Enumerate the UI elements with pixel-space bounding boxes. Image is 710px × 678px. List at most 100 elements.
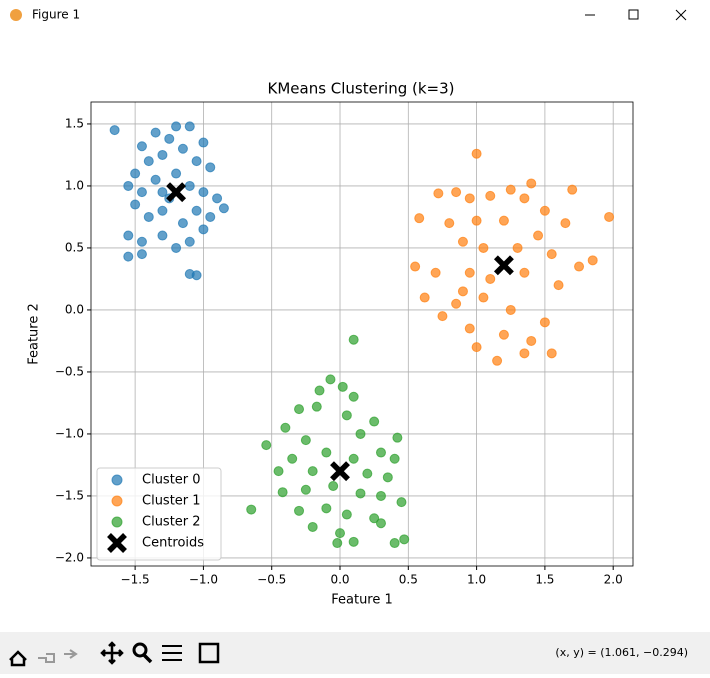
scatter-point — [546, 249, 557, 260]
configure-button[interactable] — [162, 645, 182, 661]
x-tick-label: 1.0 — [467, 573, 486, 587]
scatter-point — [321, 503, 332, 514]
scatter-point — [198, 137, 209, 148]
axes-frame — [90, 101, 634, 567]
legend-label: Centroids — [142, 536, 204, 551]
scatter-point — [375, 518, 386, 529]
scatter-point — [348, 334, 359, 345]
scatter-point — [512, 242, 523, 253]
scatter-point — [341, 410, 352, 421]
scatter-point — [478, 242, 489, 253]
scatter-point — [150, 174, 161, 185]
scatter-point — [261, 440, 272, 451]
x-tick-label: 1.5 — [535, 573, 554, 587]
scatter-point — [341, 509, 352, 520]
scatter-point — [389, 538, 400, 549]
scatter-point — [389, 453, 400, 464]
chart-title: KMeans Clustering (k=3) — [268, 80, 455, 98]
legend-label: Cluster 0 — [142, 473, 201, 488]
scatter-point — [191, 156, 202, 167]
scatter-point — [287, 453, 298, 464]
maximize-button[interactable] — [628, 9, 639, 20]
window-title: Figure 1 — [32, 8, 80, 22]
scatter-point — [533, 230, 544, 241]
scatter-point — [382, 472, 393, 483]
scatter-point — [567, 184, 578, 195]
scatter-point — [157, 149, 168, 160]
scatter-point — [311, 401, 322, 412]
scatter-point — [464, 323, 475, 334]
legend-label: Cluster 1 — [142, 494, 201, 509]
scatter-point — [519, 267, 530, 278]
back-button[interactable] — [38, 653, 55, 663]
scatter-point — [325, 374, 336, 385]
save-button[interactable] — [198, 642, 220, 664]
scatter-point — [355, 428, 366, 439]
scatter-point — [273, 466, 284, 477]
y-tick-label: −2.0 — [55, 550, 84, 564]
scatter-point — [355, 488, 366, 499]
forward-button[interactable] — [64, 649, 78, 659]
scatter-point — [464, 267, 475, 278]
scatter-point — [392, 432, 403, 443]
y-tick-label: −1.0 — [55, 426, 84, 440]
scatter-point — [574, 261, 585, 272]
scatter-point — [587, 255, 598, 266]
scatter-point — [300, 435, 311, 446]
scatter-point — [444, 218, 455, 229]
scatter-point — [280, 422, 291, 433]
scatter-point — [348, 453, 359, 464]
y-tick-label: −1.5 — [55, 488, 84, 502]
scatter-point — [348, 536, 359, 547]
zoom-button[interactable] — [132, 642, 148, 658]
pan-button[interactable] — [100, 641, 124, 665]
legend-label: Cluster 2 — [142, 515, 201, 530]
scatter-point — [457, 286, 468, 297]
scatter-point — [369, 416, 380, 427]
scatter-point — [451, 187, 462, 198]
scatter-point — [375, 447, 386, 458]
scatter-point — [307, 521, 318, 532]
scatter-point — [369, 513, 380, 524]
scatter-point — [526, 178, 537, 189]
scatter-point — [171, 168, 182, 179]
x-tick-label: −1.5 — [121, 573, 150, 587]
scatter-point — [546, 348, 557, 359]
scatter-point — [526, 335, 537, 346]
close-button[interactable] — [675, 9, 687, 21]
scatter-point — [519, 193, 530, 204]
scatter-point — [314, 385, 325, 396]
scatter-point — [157, 205, 168, 216]
scatter-point — [184, 236, 195, 247]
scatter-point — [157, 230, 168, 241]
scatter-point — [177, 218, 188, 229]
scatter-point — [457, 236, 468, 247]
scatter-point — [410, 261, 421, 272]
scatter-point — [177, 143, 188, 154]
legend-marker — [107, 533, 127, 553]
title-bar — [0, 0, 710, 30]
scatter-point — [109, 125, 120, 136]
scatter-point — [414, 213, 425, 224]
scatter-point — [419, 292, 430, 303]
scatter-point — [171, 242, 182, 253]
scatter-point — [205, 162, 216, 173]
scatter-point — [471, 148, 482, 159]
scatter-point — [375, 490, 386, 501]
scatter-point — [136, 249, 147, 260]
scatter-point — [198, 224, 209, 235]
scatter-point — [136, 187, 147, 198]
scatter-point — [478, 292, 489, 303]
scatter-point — [130, 199, 141, 210]
scatter-point — [451, 298, 462, 309]
scatter-point — [337, 381, 348, 392]
home-button[interactable] — [9, 650, 27, 667]
scatter-point — [539, 317, 550, 328]
legend-marker — [111, 516, 123, 528]
scatter-point — [498, 215, 509, 226]
scatter-point — [171, 121, 182, 132]
y-axis-label: Feature 2 — [27, 303, 42, 365]
x-axis-label: Feature 1 — [331, 593, 393, 608]
scatter-point — [184, 121, 195, 132]
scatter-point — [430, 267, 441, 278]
